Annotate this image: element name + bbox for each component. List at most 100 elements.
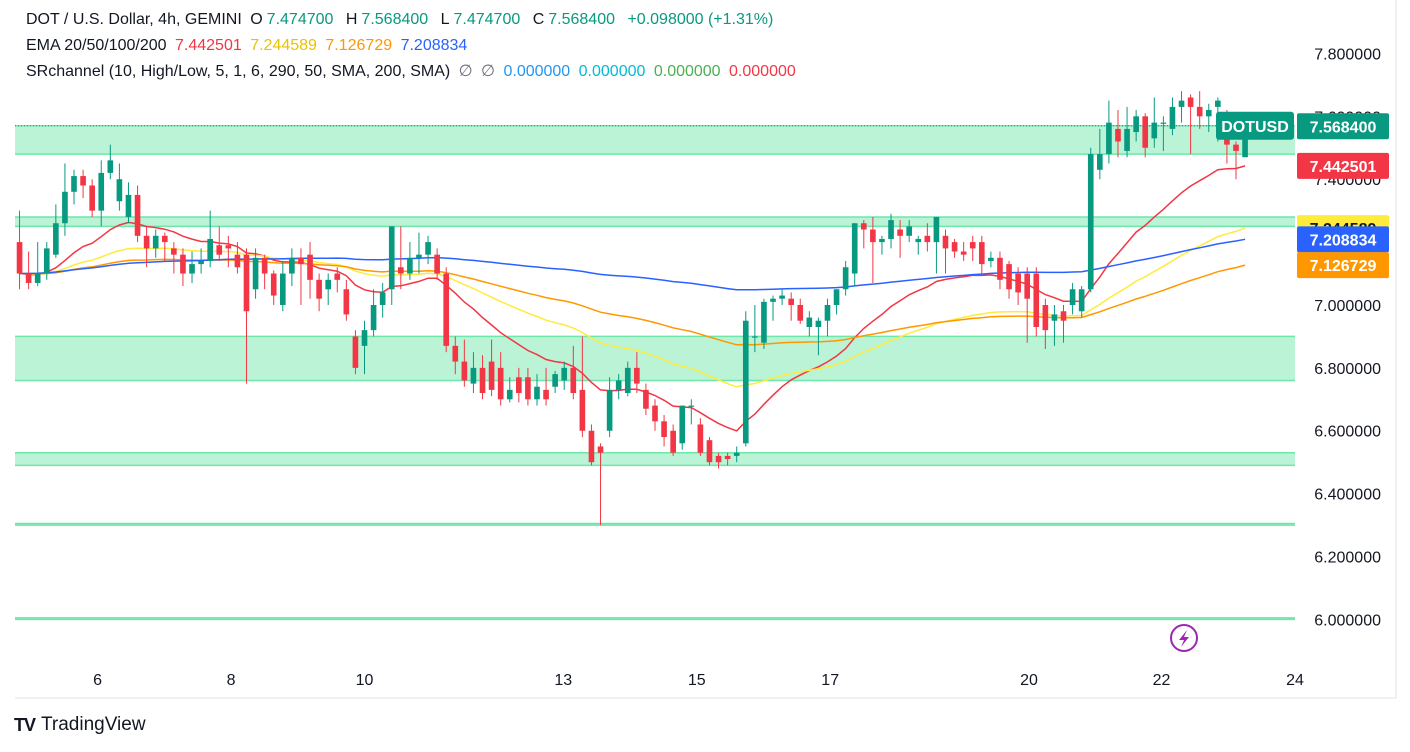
candle-body [1024, 273, 1031, 299]
low-value: 7.474700 [453, 11, 521, 28]
sr-value-1: 0.000000 [503, 63, 571, 80]
ema100-tag-bg [1297, 252, 1389, 279]
candle-body [561, 367, 568, 381]
ema20-tag-bg [1297, 152, 1389, 179]
low-label: L [440, 11, 450, 28]
symbol-tag[interactable] [1216, 111, 1294, 140]
candle-body [134, 194, 141, 236]
ema50-value: 7.244589 [250, 37, 317, 54]
lightning-icon[interactable] [1170, 624, 1198, 652]
time-tick-label: 20 [1020, 672, 1038, 689]
candle-body [978, 242, 985, 265]
candle-body [1178, 100, 1185, 107]
tradingview-logo-icon: TV [14, 714, 36, 735]
candle-body [688, 405, 695, 407]
sr-value-4: 0.000000 [729, 63, 796, 80]
candle-body [343, 289, 350, 315]
candle-body [770, 298, 776, 302]
close-value: 7.568400 [548, 11, 615, 28]
candle-body [525, 377, 531, 400]
ema200-tag: 7.208834 [1310, 232, 1377, 249]
candle-body [125, 194, 132, 217]
candle-body [1115, 128, 1121, 142]
candle-body [579, 389, 586, 431]
candle-body [1042, 304, 1049, 331]
candle-body [243, 254, 250, 312]
candle-body [270, 273, 277, 296]
candle-body [851, 223, 858, 274]
candle-body [352, 336, 359, 368]
candle-body [960, 251, 967, 255]
sr-zone-3 [15, 452, 1295, 466]
candle-body [207, 238, 213, 261]
candle-body [588, 430, 595, 463]
candle-body [180, 254, 186, 274]
candle-body [261, 257, 268, 274]
candle-body [89, 185, 95, 211]
last-price-tag: 7.568400 [1310, 119, 1377, 136]
sr-zone-1 [15, 216, 1295, 227]
candle-body [679, 405, 686, 444]
candles [16, 91, 1248, 526]
candle-body [62, 191, 68, 224]
candle-body [615, 380, 622, 390]
price-tick-label: 6.400000 [1314, 487, 1381, 504]
candle-body [216, 245, 223, 255]
candle-body [171, 248, 177, 255]
candle-body [1033, 273, 1040, 327]
candle-body [1106, 122, 1112, 155]
candle-body [997, 257, 1003, 280]
candle-body [824, 304, 831, 321]
candle-body [1006, 264, 1012, 290]
candle-body [833, 289, 840, 305]
time-tick-label: 22 [1153, 672, 1171, 689]
candle-body [1078, 289, 1085, 312]
candle-body [706, 440, 713, 463]
candle-body [370, 304, 377, 331]
sr-title[interactable]: SRchannel (10, High/Low, 5, 1, 6, 290, 5… [26, 63, 451, 80]
legend-srchannel: SRchannel (10, High/Low, 5, 1, 6, 290, 5… [26, 62, 800, 82]
candle-body [860, 223, 867, 230]
candle-body [697, 424, 704, 453]
candle-body [634, 367, 640, 384]
candle-body [870, 229, 876, 243]
candle-body [279, 273, 286, 305]
candle-body [1215, 100, 1221, 107]
candle-body [152, 235, 159, 249]
candle-body [1097, 154, 1103, 170]
price-tick-label: 6.800000 [1314, 361, 1381, 378]
candle-body [879, 238, 885, 243]
time-tick-label: 24 [1286, 672, 1304, 689]
candle-body [1060, 311, 1067, 321]
sr-zone-0 [15, 125, 1295, 155]
candle-body [570, 367, 577, 394]
candle-body [779, 295, 785, 299]
candle-body [906, 226, 912, 236]
price-tick-label: 7.800000 [1314, 46, 1381, 63]
high-label: H [345, 11, 358, 28]
candle-body [797, 304, 804, 321]
time-tick-label: 10 [356, 672, 374, 689]
candle-body [733, 452, 740, 456]
candle-body [16, 242, 23, 274]
price-tick-label: 7.000000 [1314, 298, 1381, 315]
tradingview-brand[interactable]: TV TradingView [14, 714, 146, 736]
candle-body [1124, 128, 1130, 151]
candle-body [225, 245, 232, 249]
candle-body [670, 430, 676, 453]
candle-body [325, 279, 332, 290]
candle-body [43, 248, 50, 274]
candle-body [71, 176, 77, 192]
candle-body [53, 223, 59, 255]
candle-body [98, 172, 105, 211]
candle-body [307, 254, 313, 280]
candle-body [416, 254, 422, 258]
sr-value-2: 0.000000 [578, 63, 646, 80]
candle-body [434, 254, 440, 274]
legend-symbol[interactable]: DOT / U.S. Dollar, 4h, GEMINI [26, 11, 242, 28]
ema-title[interactable]: EMA 20/50/100/200 [26, 37, 167, 54]
candle-body [552, 374, 558, 387]
candle-body [815, 320, 822, 327]
close-label: C [532, 11, 545, 28]
